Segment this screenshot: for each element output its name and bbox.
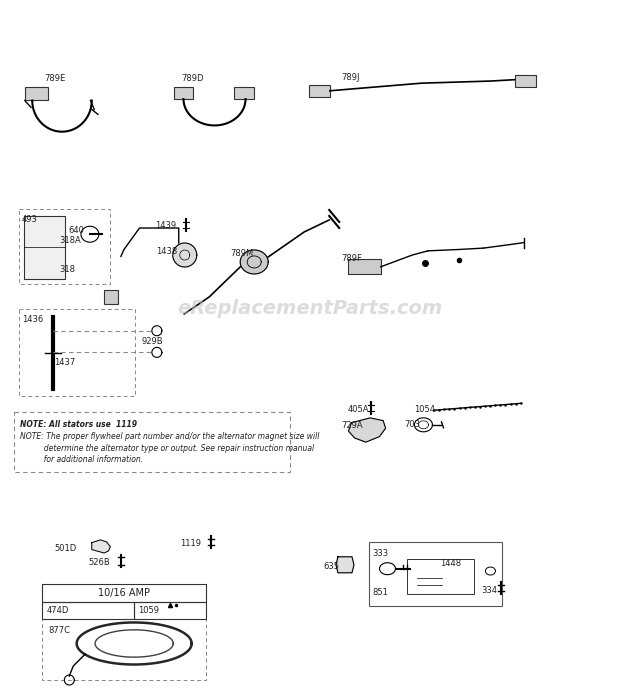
Bar	[348, 259, 381, 274]
Text: 851: 851	[373, 588, 389, 597]
Bar	[174, 87, 193, 99]
Bar	[25, 87, 48, 100]
Text: determine the alternator type or output. See repair instruction manual: determine the alternator type or output.…	[20, 444, 314, 453]
Bar	[19, 309, 135, 396]
Bar	[42, 602, 134, 619]
Text: 1059: 1059	[138, 606, 159, 615]
Bar	[14, 412, 290, 472]
Bar	[369, 542, 502, 606]
Text: 789D: 789D	[181, 74, 203, 83]
Bar	[42, 584, 206, 680]
Text: 877C: 877C	[48, 626, 70, 635]
Bar	[309, 85, 330, 97]
Text: 703: 703	[404, 420, 420, 429]
Polygon shape	[336, 556, 354, 573]
Text: 789J: 789J	[341, 73, 360, 82]
Bar	[104, 290, 118, 304]
Text: eReplacementParts.com: eReplacementParts.com	[177, 299, 443, 318]
Text: 1448: 1448	[440, 559, 461, 568]
Text: 474D: 474D	[46, 606, 69, 615]
Text: 10/16 AMP: 10/16 AMP	[99, 588, 150, 598]
Text: 1436: 1436	[22, 315, 43, 324]
Polygon shape	[92, 540, 110, 553]
Text: 789E: 789E	[45, 74, 66, 83]
Text: 640: 640	[68, 226, 84, 235]
Text: 501D: 501D	[55, 544, 77, 552]
Text: 635: 635	[324, 563, 340, 571]
Text: 318A: 318A	[59, 236, 81, 245]
Bar	[19, 209, 110, 284]
Bar	[42, 584, 206, 602]
Polygon shape	[240, 250, 268, 274]
Text: 729A: 729A	[341, 421, 363, 430]
Text: 493: 493	[22, 215, 38, 224]
Text: 929B: 929B	[141, 337, 163, 346]
Bar	[407, 559, 474, 595]
Text: NOTE: All stators use  1119: NOTE: All stators use 1119	[20, 420, 137, 429]
Text: 318: 318	[59, 265, 75, 274]
Text: 1437: 1437	[55, 358, 76, 367]
Text: 405A: 405A	[347, 405, 369, 414]
Bar	[24, 216, 65, 279]
Text: 526B: 526B	[89, 559, 110, 567]
Text: 333: 333	[373, 549, 389, 558]
Bar	[234, 87, 254, 99]
Text: 1439: 1439	[155, 221, 176, 230]
Text: 789M: 789M	[231, 249, 254, 258]
Text: 1119: 1119	[180, 539, 201, 547]
Bar	[515, 75, 536, 87]
Polygon shape	[173, 243, 197, 267]
Text: 334: 334	[481, 586, 497, 595]
Text: 1054: 1054	[414, 405, 435, 414]
Text: for additional information.: for additional information.	[20, 455, 143, 464]
Text: 789F: 789F	[341, 254, 362, 263]
Text: 1438: 1438	[156, 247, 177, 256]
Bar	[134, 602, 206, 619]
Polygon shape	[348, 418, 386, 442]
Text: NOTE: The proper flywheel part number and/or the alternator magnet size will: NOTE: The proper flywheel part number an…	[20, 432, 319, 441]
